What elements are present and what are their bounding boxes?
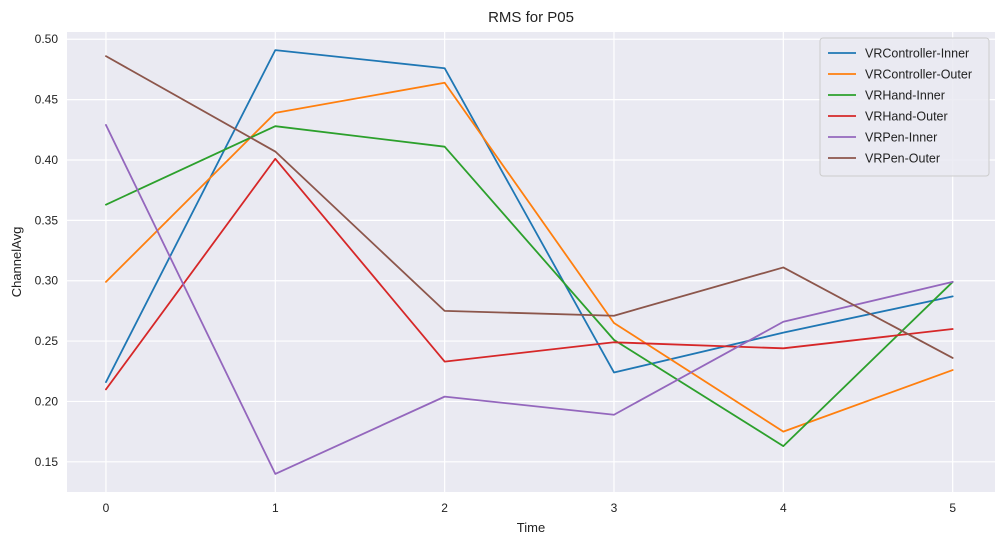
series-lines xyxy=(105,49,954,475)
series-line-vrpen-outer xyxy=(105,55,954,359)
grid xyxy=(67,32,995,492)
y-tick-label: 0.35 xyxy=(35,213,59,227)
x-tick-label: 0 xyxy=(103,501,110,515)
series-line-vrhand-outer xyxy=(105,157,954,391)
y-axis-ticks: 0.15 0.20 0.25 0.30 0.35 0.40 0.45 0.50 xyxy=(35,32,59,469)
legend-label: VRPen-Outer xyxy=(865,152,940,166)
series-line-vrhand-inner xyxy=(105,125,954,448)
legend-label: VRHand-Inner xyxy=(865,89,945,103)
y-tick-label: 0.15 xyxy=(35,455,59,469)
y-tick-label: 0.20 xyxy=(35,394,59,408)
legend-label: VRPen-Inner xyxy=(865,131,937,145)
y-tick-label: 0.30 xyxy=(35,274,59,288)
x-axis-label: Time xyxy=(517,520,545,535)
legend: VRController-Inner VRController-Outer VRHa… xyxy=(819,37,990,177)
series-line-vrcontroller-outer xyxy=(105,81,954,433)
chart-title: RMS for P05 xyxy=(488,9,574,26)
legend-label: VRController-Inner xyxy=(865,47,969,61)
y-axis-label: ChannelAvg xyxy=(9,227,24,298)
y-tick-label: 0.50 xyxy=(35,32,59,46)
legend-box xyxy=(819,37,990,177)
x-tick-label: 2 xyxy=(441,501,448,515)
x-tick-label: 4 xyxy=(780,501,787,515)
y-tick-label: 0.45 xyxy=(35,93,59,107)
series-line-vrpen-inner xyxy=(105,124,954,475)
y-tick-label: 0.40 xyxy=(35,153,59,167)
y-tick-label: 0.25 xyxy=(35,334,59,348)
x-tick-label: 1 xyxy=(272,501,279,515)
legend-label: VRHand-Outer xyxy=(865,110,948,124)
x-tick-label: 5 xyxy=(949,501,956,515)
x-tick-label: 3 xyxy=(611,501,618,515)
x-axis-ticks: 0 1 2 3 4 5 xyxy=(103,501,957,515)
series-line-vrcontroller-inner xyxy=(105,49,954,384)
legend-label: VRController-Outer xyxy=(865,68,972,82)
